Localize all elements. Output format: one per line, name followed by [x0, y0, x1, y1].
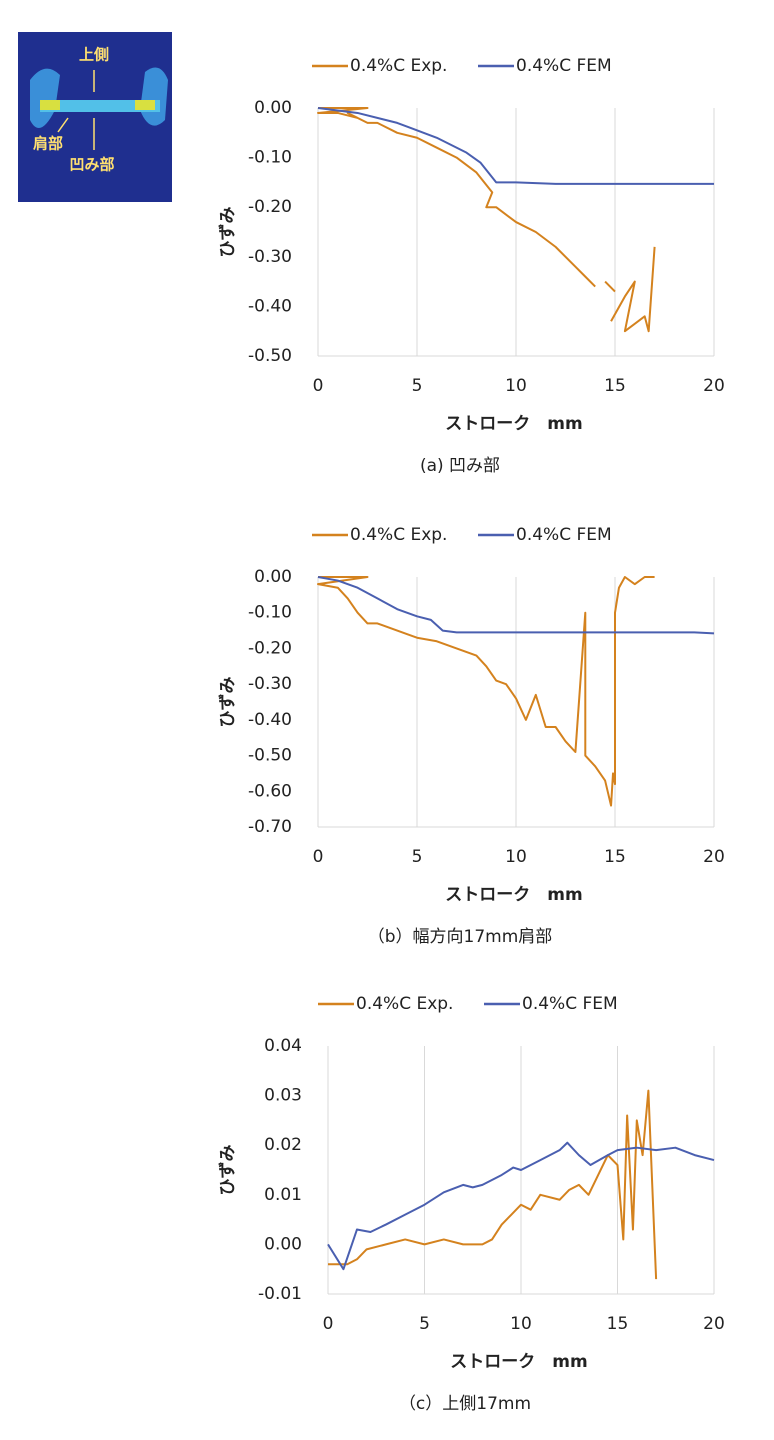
legend-label: 0.4%C Exp.	[350, 525, 447, 545]
x-tick-label: 10	[505, 376, 527, 396]
inset-label: 凹み部	[69, 156, 114, 174]
y-tick-label: -0.40	[248, 710, 292, 730]
y-tick-label: -0.20	[248, 197, 292, 217]
inset-shape	[40, 100, 155, 110]
x-tick-label: 5	[412, 376, 423, 396]
y-tick-label: -0.30	[248, 674, 292, 694]
y-axis-label: ひずみ	[218, 1145, 238, 1196]
x-tick-label: 15	[607, 1314, 629, 1334]
inset-label: 上側	[79, 46, 109, 64]
x-axis-label: ストローク mm	[445, 885, 582, 905]
inset-arrow	[57, 117, 69, 133]
legend-label: 0.4%C Exp.	[350, 56, 447, 76]
x-tick-label: 0	[313, 376, 324, 396]
y-tick-label: 0.04	[264, 1036, 302, 1056]
y-tick-label: -0.01	[258, 1284, 302, 1304]
inset-shape	[40, 100, 160, 112]
data-line	[317, 576, 715, 635]
y-tick-label: -0.50	[248, 746, 292, 766]
y-tick-label: -0.70	[248, 817, 292, 837]
y-axis-label: ひずみ	[218, 207, 238, 258]
data-line	[328, 1089, 658, 1280]
y-tick-label: -0.40	[248, 296, 292, 316]
data-line	[327, 1141, 715, 1271]
legend-label: 0.4%C FEM	[516, 56, 612, 76]
inset-shape	[30, 68, 60, 128]
y-tick-label: 0.02	[264, 1135, 302, 1155]
y-axis-label: ひずみ	[218, 677, 238, 728]
x-tick-label: 5	[419, 1314, 430, 1334]
x-tick-label: 10	[510, 1314, 532, 1334]
x-tick-label: 20	[703, 1314, 725, 1334]
y-tick-label: 0.00	[264, 1234, 302, 1254]
y-tick-label: 0.03	[264, 1086, 302, 1106]
x-tick-label: 15	[604, 376, 626, 396]
y-tick-label: -0.60	[248, 781, 292, 801]
y-tick-label: 0.01	[264, 1185, 302, 1205]
x-tick-label: 0	[313, 847, 324, 867]
y-tick-label: 0.00	[254, 567, 292, 587]
caption: （c）上側17mm	[399, 1394, 531, 1414]
x-tick-label: 15	[604, 847, 626, 867]
inset-label: 肩部	[33, 135, 63, 153]
x-tick-label: 20	[703, 376, 725, 396]
y-tick-label: -0.50	[248, 346, 292, 366]
data-line	[317, 107, 596, 288]
x-axis-label: ストローク mm	[450, 1352, 587, 1372]
caption: （b）幅方向17mm肩部	[368, 927, 553, 947]
data-line	[610, 246, 656, 333]
data-line	[604, 280, 616, 293]
x-tick-label: 0	[323, 1314, 334, 1334]
x-tick-label: 5	[412, 847, 423, 867]
x-axis-label: ストローク mm	[445, 414, 582, 434]
y-tick-label: -0.10	[248, 148, 292, 168]
x-tick-label: 20	[703, 847, 725, 867]
y-tick-label: -0.20	[248, 638, 292, 658]
data-line	[317, 107, 714, 185]
y-tick-label: -0.10	[248, 603, 292, 623]
caption: (a) 凹み部	[420, 456, 500, 476]
y-tick-label: 0.00	[254, 98, 292, 118]
legend-label: 0.4%C FEM	[516, 525, 612, 545]
y-tick-label: -0.30	[248, 247, 292, 267]
legend-label: 0.4%C FEM	[522, 994, 618, 1014]
x-tick-label: 10	[505, 847, 527, 867]
data-line	[317, 576, 655, 807]
inset-image: 上側 肩部 凹み部	[18, 32, 172, 202]
legend-label: 0.4%C Exp.	[356, 994, 453, 1014]
